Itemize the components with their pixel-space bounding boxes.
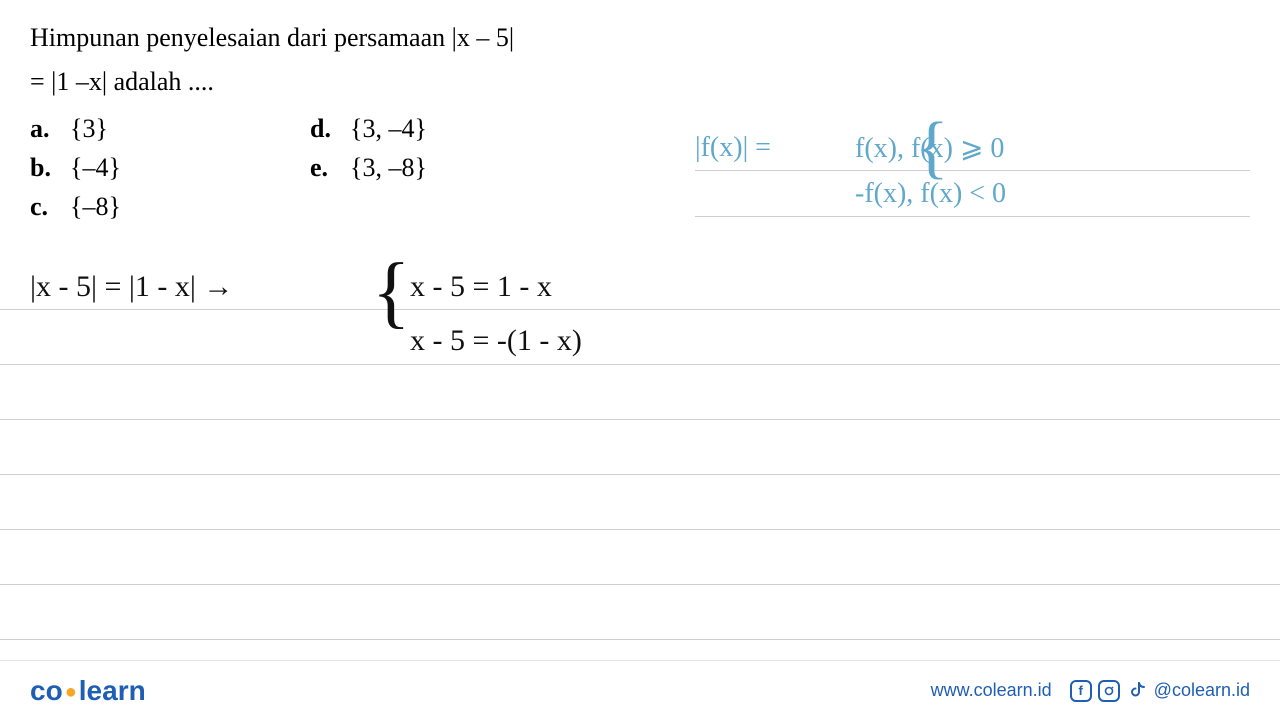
logo-co: co [30,675,63,706]
option-b-label: b. [30,148,52,187]
ruled-line [0,420,1280,475]
brand-logo: co●learn [30,675,146,707]
tiktok-icon [1126,680,1148,702]
logo-learn: learn [79,675,146,706]
formula-definition: |f(x)| = f(x), f(x) ⩾ 0 -f(x), f(x) < 0 … [695,125,1250,217]
option-c-label: c. [30,187,52,226]
facebook-icon: f [1070,680,1092,702]
footer: co●learn www.colearn.id f @colearn.id [0,660,1280,720]
hw-row1-right: x - 5 = 1 - x [410,270,552,304]
social-handle: @colearn.id [1154,680,1250,701]
option-a-label: a. [30,109,52,148]
option-d-text: {3, –4} [350,114,427,143]
brace-blue-icon: { [915,130,949,165]
ruled-line [0,530,1280,585]
hw-row2-right: x - 5 = -(1 - x) [410,324,582,358]
option-d-label: d. [310,109,332,148]
footer-right: www.colearn.id f @colearn.id [931,680,1250,702]
option-c-text: {–8} [70,192,121,221]
brace-black-icon: { [372,268,410,316]
logo-dot-icon: ● [65,681,77,703]
option-b-text: {–4} [70,153,121,182]
formula-left: |f(x)| = [695,132,825,164]
ruled-line [0,475,1280,530]
option-e-text: {3, –8} [350,153,427,182]
social-icons: f @colearn.id [1070,680,1250,702]
option-e-label: e. [310,148,332,187]
question-line1: Himpunan penyelesaian dari persamaan |x … [30,20,1250,56]
instagram-icon [1098,680,1120,702]
question-line2: = |1 –x| adalah .... [30,64,1250,100]
ruled-line [0,365,1280,420]
option-a-text: {3} [70,114,108,143]
hw-row1-left: |x - 5| = |1 - x| → [30,270,360,304]
website-url: www.colearn.id [931,680,1052,701]
handwriting-work: |x - 5| = |1 - x| → x - 5 = 1 - x x - 5 … [30,260,582,368]
ruled-line [0,585,1280,640]
